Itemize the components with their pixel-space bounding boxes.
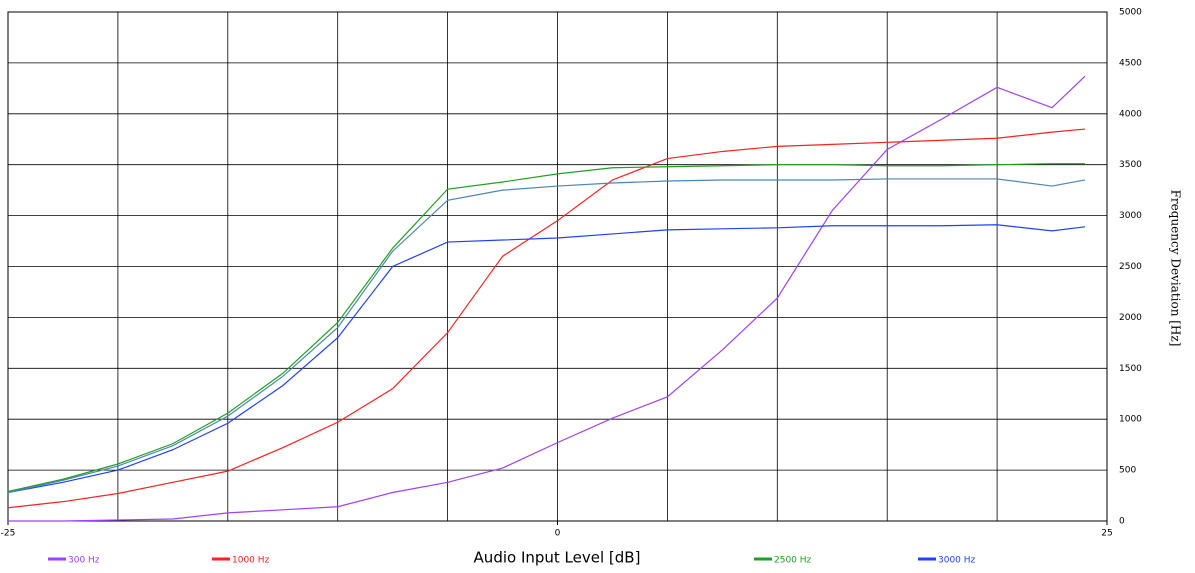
series-line <box>8 75 1086 522</box>
y-tick-label: 2500 <box>1119 262 1142 272</box>
y-tick-label: 1500 <box>1119 364 1142 374</box>
x-axis-title: Audio Input Level [dB] <box>474 549 641 567</box>
y-tick-label: 3500 <box>1119 160 1142 170</box>
y-tick-label: 500 <box>1119 466 1136 476</box>
series-line <box>7 224 1086 494</box>
y-tick-label: 4000 <box>1119 109 1142 119</box>
y-tick-label: 1000 <box>1119 415 1142 425</box>
y-tick-label: 3000 <box>1119 211 1142 221</box>
legend-label: 2500 Hz <box>774 556 812 566</box>
series-line <box>7 163 1086 493</box>
y-tick-label: 5000 <box>1119 8 1142 18</box>
y-tick-label: 0 <box>1119 517 1125 527</box>
y-tick-label: 4500 <box>1119 58 1142 68</box>
x-tick-label: 0 <box>555 529 561 539</box>
legend-label: 300 Hz <box>68 556 100 566</box>
x-tick-label: 25 <box>1101 529 1112 539</box>
legend-label: 3000 Hz <box>938 556 976 566</box>
series-line <box>7 128 1086 509</box>
x-tick-label: -25 <box>1 529 16 539</box>
series-line <box>7 178 1086 494</box>
y-axis-title: Frequency Deviation [Hz] <box>1169 190 1183 347</box>
legend-label: 1000 Hz <box>232 556 270 566</box>
y-tick-label: 2000 <box>1119 313 1142 323</box>
